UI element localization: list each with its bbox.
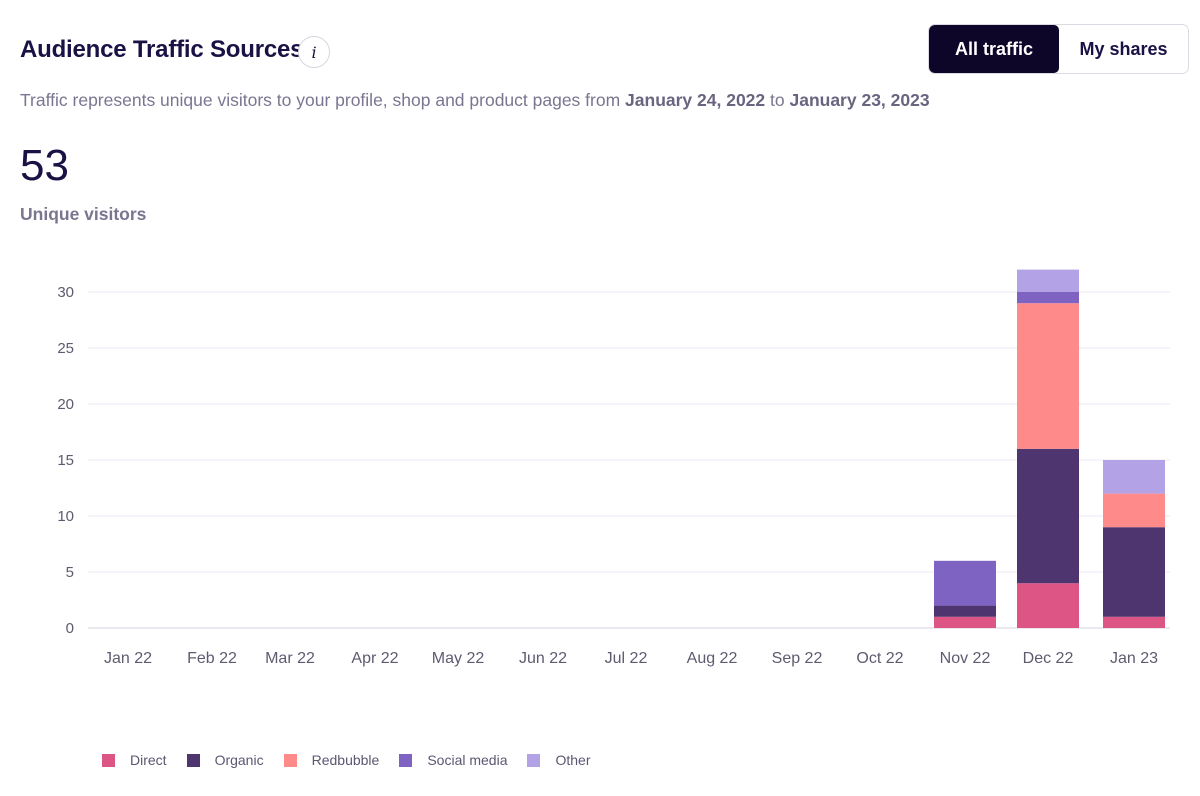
x-tick-label: Mar 22	[265, 650, 315, 667]
legend-swatch	[186, 753, 200, 767]
x-tick-label: Aug 22	[687, 650, 738, 667]
bar-segment	[1103, 493, 1165, 528]
legend-item: Direct	[102, 752, 167, 768]
y-tick-label: 0	[66, 620, 74, 637]
bar-segment	[934, 616, 996, 628]
legend-label: Social media	[427, 752, 508, 768]
traffic-description: Traffic represents unique visitors to yo…	[20, 90, 930, 111]
legend-item: Organic	[186, 752, 264, 768]
legend-label: Other	[555, 752, 591, 768]
x-tick-label: Jul 22	[605, 650, 648, 667]
y-tick-label: 30	[57, 284, 74, 301]
bar-segment	[1017, 269, 1079, 292]
legend-item: Social media	[399, 752, 507, 768]
bar-segment	[1017, 292, 1079, 304]
date-connector: to	[765, 90, 790, 110]
y-tick-label: 5	[66, 564, 74, 581]
legend-label: Redbubble	[311, 752, 380, 768]
x-tick-label: Dec 22	[1023, 650, 1074, 667]
y-tick-label: 10	[57, 508, 74, 525]
bar-segment	[1103, 460, 1165, 494]
legend-label: Direct	[130, 752, 167, 768]
y-tick-label: 15	[57, 452, 74, 469]
bar-segment	[934, 605, 996, 617]
my-shares-button[interactable]: My shares	[1059, 25, 1188, 73]
legend-item: Redbubble	[283, 752, 380, 768]
x-tick-label: Jan 23	[1110, 650, 1158, 667]
x-tick-label: Feb 22	[187, 650, 237, 667]
end-date: January 23, 2023	[789, 90, 930, 110]
bar-segment	[934, 560, 996, 606]
bar-segment	[1017, 448, 1079, 584]
bar-segment	[1017, 583, 1079, 628]
traffic-toggle: All traffic My shares	[928, 24, 1189, 74]
legend-swatch	[283, 753, 297, 767]
all-traffic-button[interactable]: All traffic	[929, 25, 1059, 73]
unique-visitors-count: 53	[20, 141, 69, 190]
unique-visitors-label: Unique visitors	[20, 204, 147, 224]
traffic-chart: 0 5 10 15 20 25 30 Jan 22 Feb 22 Mar 22 Apr 22 May …	[57, 269, 1170, 667]
x-tick-label: Nov 22	[940, 650, 991, 667]
info-icon[interactable]: i	[298, 36, 330, 68]
bar-segment	[1103, 616, 1165, 628]
description-text: Traffic represents unique visitors to yo…	[20, 90, 626, 110]
y-tick-label: 20	[57, 396, 74, 413]
legend-label: Organic	[214, 752, 264, 768]
x-tick-label: Apr 22	[351, 650, 398, 667]
x-tick-label: May 22	[432, 650, 485, 667]
x-tick-label: Jan 22	[104, 650, 152, 667]
bar-segment	[1103, 527, 1165, 617]
x-tick-label: Oct 22	[856, 650, 903, 667]
legend-swatch	[399, 753, 413, 767]
x-tick-label: Jun 22	[519, 650, 567, 667]
legend-item: Other	[527, 752, 591, 768]
legend-swatch	[527, 753, 541, 767]
chart-legend: Direct Organic Redbubble Social media Other	[102, 752, 611, 768]
page-title: Audience Traffic Sources	[20, 36, 304, 63]
x-tick-label: Sep 22	[772, 650, 823, 667]
y-tick-label: 25	[57, 340, 74, 357]
bar-segment	[1017, 303, 1079, 449]
legend-swatch	[102, 753, 115, 767]
start-date: January 24, 2022	[625, 90, 766, 110]
